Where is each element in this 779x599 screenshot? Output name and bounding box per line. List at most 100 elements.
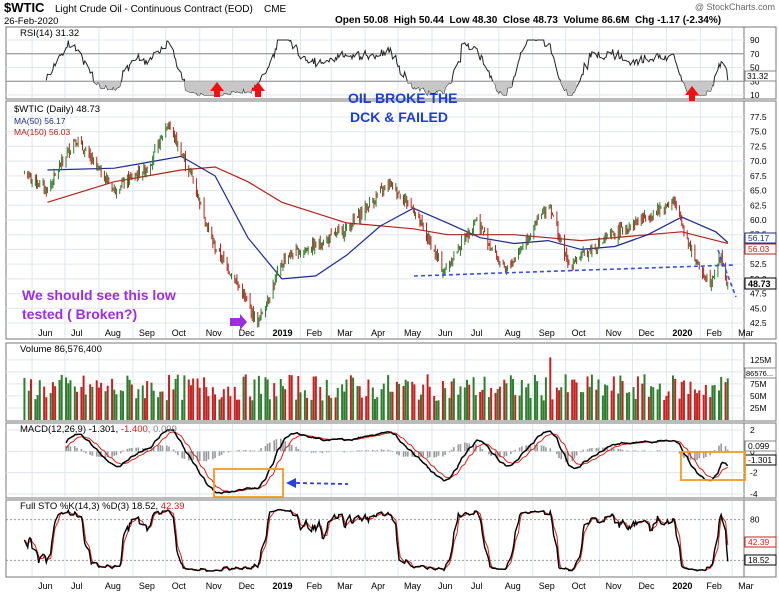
volume-bar xyxy=(464,387,466,420)
volume-bar xyxy=(668,391,670,420)
volume-bar xyxy=(253,379,255,420)
volume-bar xyxy=(168,375,170,420)
volume-bar xyxy=(606,385,608,420)
volume-bar xyxy=(565,374,567,420)
macd-histogram-bar xyxy=(595,448,597,451)
volume-bar xyxy=(313,377,315,420)
macd-histogram-bar xyxy=(368,451,370,452)
volume-bar xyxy=(243,377,245,420)
volume-bar xyxy=(113,390,115,420)
volume-bar xyxy=(249,397,251,420)
volume-bar xyxy=(587,376,589,420)
volume-bar xyxy=(459,386,461,420)
axis-tick-label: 75.0 xyxy=(750,127,767,137)
volume-bar xyxy=(665,396,667,420)
copyright: @ StockCharts.com xyxy=(695,2,775,12)
volume-bar xyxy=(663,400,665,420)
volume-bar xyxy=(405,380,407,420)
volume-bar xyxy=(549,357,551,420)
macd-histogram-bar xyxy=(558,451,560,458)
volume-bar xyxy=(604,385,606,420)
macd-histogram-bar xyxy=(626,450,628,451)
volume-bar xyxy=(648,397,650,420)
volume-bar xyxy=(626,393,628,420)
month-label: Oct xyxy=(172,581,187,591)
volume-bar xyxy=(427,374,429,420)
macd-histogram-bar xyxy=(587,449,589,451)
macd-histogram-bar xyxy=(512,451,514,452)
volume-bar xyxy=(218,399,220,420)
volume-bar xyxy=(714,385,716,420)
macd-histogram-bar xyxy=(157,445,159,451)
macd-histogram-bar xyxy=(451,450,453,452)
macd-histogram-bar xyxy=(298,449,300,451)
month-label: Jul xyxy=(71,581,83,591)
volume-bar xyxy=(223,389,225,420)
macd-histogram-bar xyxy=(460,444,462,451)
month-label: Aug xyxy=(105,581,121,591)
month-label: Jun xyxy=(438,581,453,591)
volume-bar xyxy=(251,400,253,420)
macd-histogram-bar xyxy=(359,450,361,451)
volume-bar xyxy=(589,387,591,420)
macd-histogram-bar xyxy=(205,451,207,461)
macd-histogram-bar xyxy=(166,445,168,451)
macd-histogram-bar xyxy=(131,448,133,451)
volume-bar xyxy=(466,380,468,420)
axis-tick-label: 125M xyxy=(750,355,771,365)
volume-bar xyxy=(221,397,223,420)
month-label: 2020 xyxy=(672,328,692,338)
macd-histogram-bar xyxy=(328,451,330,452)
macd-histogram-bar xyxy=(549,448,551,451)
volume-bar xyxy=(45,397,47,420)
volume-bar xyxy=(484,377,486,420)
volume-bar xyxy=(153,391,155,420)
volume-bar xyxy=(372,387,374,420)
month-label: Jun xyxy=(438,328,453,338)
volume-bar xyxy=(381,389,383,420)
volume-bar xyxy=(359,386,361,420)
macd-histogram-bar xyxy=(396,451,398,454)
volume-bar xyxy=(545,377,547,420)
volume-bar xyxy=(468,385,470,420)
month-label: Sep xyxy=(139,328,155,338)
axis-tick-label: 25M xyxy=(750,403,767,413)
volume-bar xyxy=(420,395,422,420)
month-label: Jul xyxy=(471,328,483,338)
macd-histogram-bar xyxy=(560,451,562,459)
volume-bar xyxy=(172,389,174,420)
volume-bar xyxy=(142,385,144,420)
axis-tick-label: 70.0 xyxy=(750,156,767,166)
macd-histogram-bar xyxy=(398,451,400,455)
volume-bar xyxy=(107,386,109,420)
volume-bar xyxy=(54,386,56,420)
macd-histogram-bar xyxy=(236,451,238,452)
macd-histogram-bar xyxy=(449,451,451,452)
volume-bar xyxy=(275,396,277,420)
volume-bar xyxy=(115,394,117,420)
macd-histogram-bar xyxy=(433,451,435,457)
macd-histogram-bar xyxy=(622,450,624,452)
volume-bar xyxy=(65,377,67,420)
macd-histogram-bar xyxy=(644,450,646,451)
month-label: Oct xyxy=(572,581,587,591)
volume-bar xyxy=(341,384,343,420)
axis-tick-label: 65.0 xyxy=(750,186,767,196)
sto-k-tag: 18.52 xyxy=(748,555,770,565)
volume-bar xyxy=(411,382,413,420)
volume-bar xyxy=(183,375,185,420)
macd-histogram-bar xyxy=(545,447,547,451)
macd-histogram-bar xyxy=(319,451,321,452)
volume-bar xyxy=(413,384,415,420)
volume-bar xyxy=(43,387,45,420)
axis-tick-label: -2 xyxy=(750,468,758,478)
volume-bar xyxy=(659,384,661,420)
volume-bar xyxy=(602,395,604,420)
volume-bar xyxy=(488,397,490,420)
macd-histogram-bar xyxy=(120,451,122,453)
month-label: May xyxy=(404,328,422,338)
axis-tick-label: 75M xyxy=(750,379,767,389)
macd-histogram-bar xyxy=(657,450,659,451)
axis-tick-label: 62.5 xyxy=(750,200,767,210)
